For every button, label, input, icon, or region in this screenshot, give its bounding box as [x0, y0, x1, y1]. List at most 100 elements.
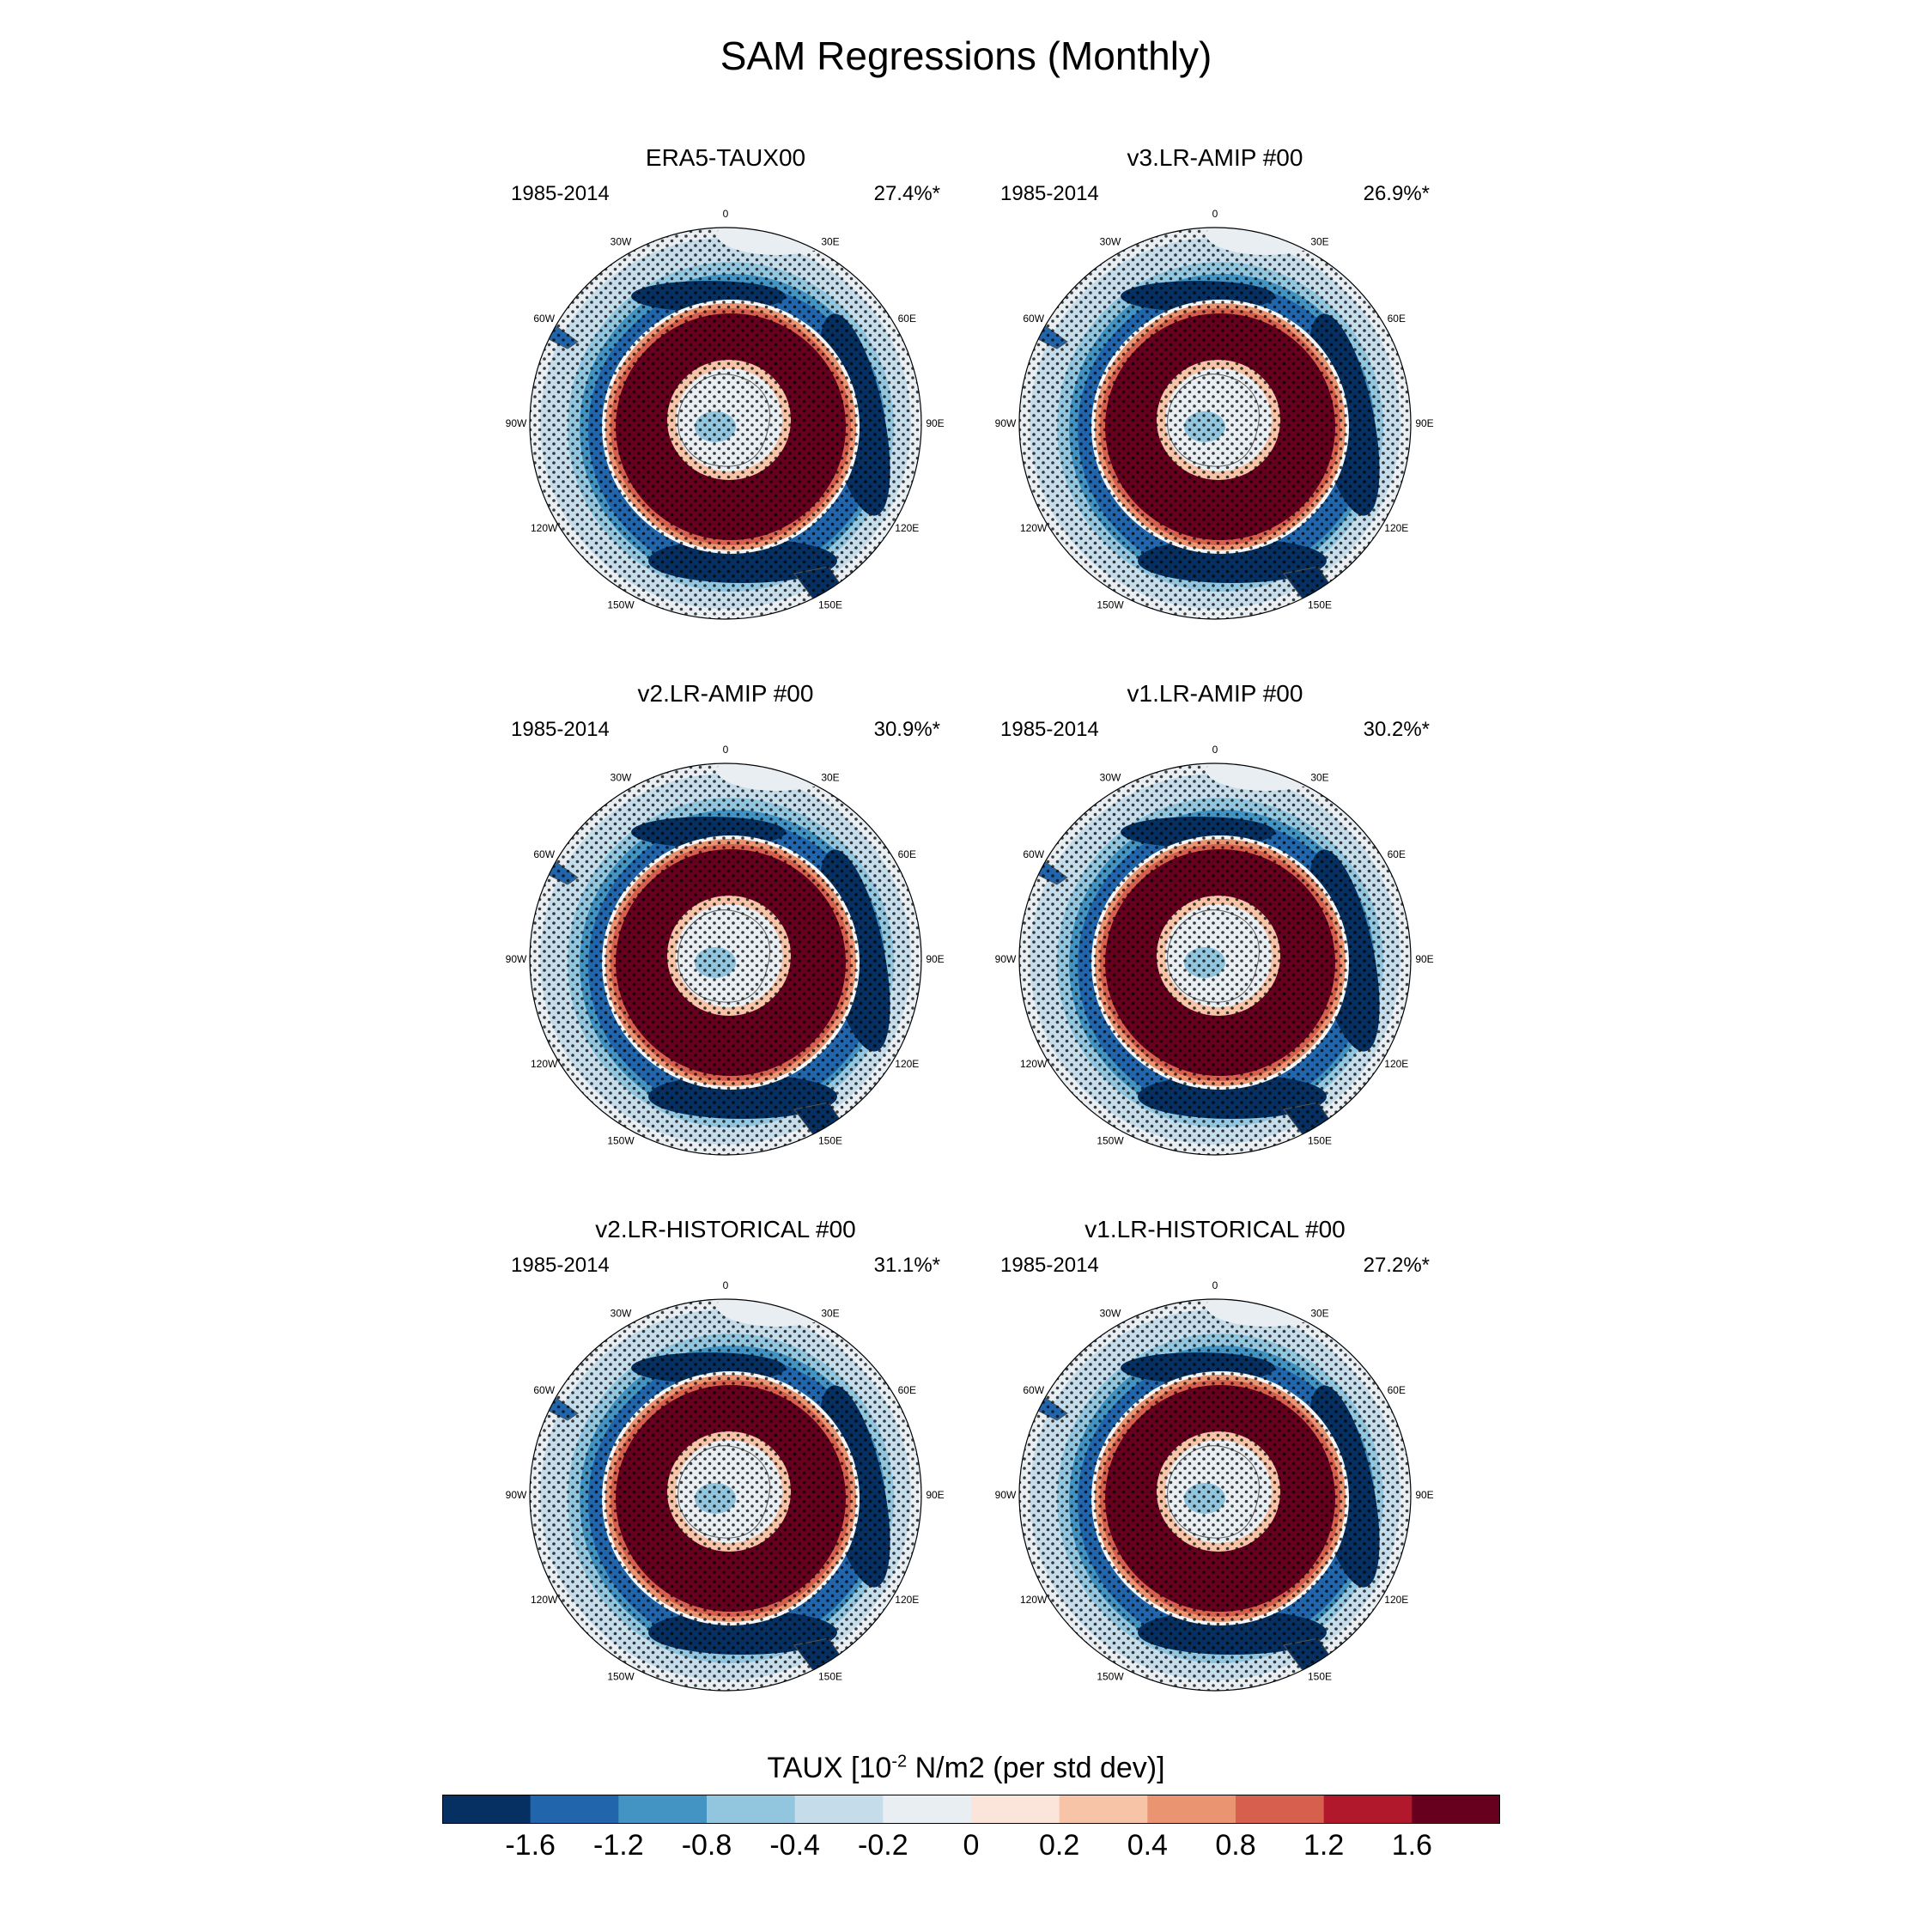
colorbar-swatch [442, 1795, 532, 1824]
panel-v3-amip: v3.LR-AMIP #00 1985-2014 26.9%* 0 30E 60E 9… [975, 144, 1455, 625]
longitude-label: 90W [506, 417, 527, 429]
australia-outline [1343, 564, 1411, 619]
colorbar-border [442, 1795, 1500, 1824]
longitude-label: 150E [818, 598, 842, 611]
longitude-label: 30W [1100, 1308, 1121, 1320]
longitude-label: 60E [1388, 1384, 1406, 1396]
longitude-label: 60E [898, 1384, 916, 1396]
panel-v2-historical: v2.LR-HISTORICAL #00 1985-2014 31.1%* 0 3… [485, 1216, 966, 1697]
colorbar-swatch [794, 1795, 884, 1824]
longitude-label: 30E [821, 236, 839, 248]
longitude-label: 30W [1100, 236, 1121, 248]
colorbar-tick-label: 0 [963, 1829, 980, 1862]
significance-stippling [1019, 763, 1411, 1155]
longitude-label: 120W [1020, 522, 1048, 534]
polar-map: 030E60E90E120E150E180150W120W90W60W30W [506, 1279, 945, 1692]
significance-stippling [530, 228, 921, 619]
australia-outline [854, 1636, 921, 1691]
panel-period: 1985-2014 [511, 182, 610, 205]
longitude-label: 90E [1415, 417, 1433, 429]
longitude-label: 30E [1310, 236, 1328, 248]
longitude-label: 90W [995, 417, 1017, 429]
longitude-label: 30W [611, 236, 632, 248]
map-border [529, 762, 922, 1156]
figure-title: SAM Regressions (Monthly) [720, 33, 1212, 78]
longitude-label: 150E [818, 1134, 842, 1146]
panel-title: ERA5-TAUX00 [645, 144, 806, 171]
longitude-label: 0 [1212, 744, 1218, 756]
longitude-label: 150W [607, 598, 635, 611]
map-field [530, 763, 921, 1155]
colorbar-tick-label: -0.2 [858, 1829, 908, 1862]
panel-v2-amip: v2.LR-AMIP #00 1985-2014 30.9%* 0 30E 60E 9… [485, 680, 966, 1161]
panel-variance: 27.2%* [1363, 1254, 1430, 1277]
longitude-label: 120E [895, 1058, 919, 1070]
panel-variance: 27.4%* [873, 182, 940, 205]
longitude-label: 60W [1023, 313, 1044, 325]
colorbar-swatch [530, 1795, 619, 1824]
map-field [1019, 228, 1411, 619]
longitude-label: 90E [926, 417, 944, 429]
colorbar-tick-label: -0.8 [681, 1829, 732, 1862]
longitude-label: 30E [1310, 772, 1328, 784]
longitude-label: 60E [898, 848, 916, 860]
australia-outline [1343, 1100, 1411, 1155]
polar-map: 030E60E90E120E150E180150W120W90W60W30W [995, 208, 1434, 620]
significance-stippling [1019, 228, 1411, 619]
longitude-label: 90E [926, 953, 944, 965]
panel-variance: 26.9%* [1363, 182, 1430, 205]
longitude-label: 120E [895, 522, 919, 534]
panel-period: 1985-2014 [1000, 182, 1099, 205]
longitude-label: 60E [1388, 848, 1406, 860]
significance-stippling [530, 1299, 921, 1691]
panel-title: v1.LR-HISTORICAL #00 [1084, 1216, 1346, 1242]
longitude-label: 0 [1212, 1279, 1218, 1291]
panel-title: v2.LR-HISTORICAL #00 [595, 1216, 856, 1242]
colorbar-tick-label: 1.6 [1391, 1829, 1432, 1862]
polar-map: 030E60E90E120E150E180150W120W90W60W30W [995, 744, 1434, 1156]
map-border [529, 1298, 922, 1692]
panel-title: v3.LR-AMIP #00 [1127, 144, 1303, 171]
map-field [530, 228, 921, 619]
panel-era5: ERA5-TAUX00 1985-2014 27.4%* 0 30E 60E 90E 1… [485, 144, 966, 625]
polar-map: 030E60E90E120E150E180150W120W90W60W30W [506, 208, 945, 620]
map-border [1018, 1298, 1412, 1692]
panel-v1-amip: v1.LR-AMIP #00 1985-2014 30.2%* 0 30E 60E 9… [975, 680, 1455, 1161]
australia-outline [854, 1100, 921, 1155]
longitude-label: 150E [818, 1670, 842, 1682]
longitude-label: 60W [533, 313, 555, 325]
polar-map: 030E60E90E120E150E180150W120W90W60W30W [506, 744, 945, 1156]
longitude-label: 30W [1100, 772, 1121, 784]
panel-period: 1985-2014 [1000, 1254, 1099, 1277]
longitude-label: 30E [821, 772, 839, 784]
panel-title: v2.LR-AMIP #00 [637, 680, 814, 707]
map-border [529, 227, 922, 620]
panel-variance: 31.1%* [873, 1254, 940, 1277]
colorbar-tick-label: 0.2 [1039, 1829, 1080, 1862]
longitude-label: 0 [1212, 208, 1218, 220]
longitude-label: 90W [995, 1489, 1017, 1501]
longitude-label: 150W [1097, 1134, 1124, 1146]
longitude-label: 150E [1308, 1134, 1332, 1146]
panel-variance: 30.2%* [1363, 718, 1430, 741]
longitude-label: 150W [607, 1134, 635, 1146]
panel-period: 1985-2014 [511, 718, 610, 741]
longitude-label: 120W [531, 1058, 558, 1070]
colorbar-swatch [618, 1795, 708, 1824]
longitude-label: 60E [1388, 313, 1406, 325]
significance-stippling [530, 763, 921, 1155]
longitude-label: 0 [723, 1279, 729, 1291]
map-field [530, 1299, 921, 1691]
longitude-label: 0 [723, 744, 729, 756]
significance-stippling [1019, 1299, 1411, 1691]
longitude-label: 90E [1415, 1489, 1433, 1501]
australia-outline [1343, 1636, 1411, 1691]
panel-title: v1.LR-AMIP #00 [1127, 680, 1303, 707]
longitude-label: 60W [533, 848, 555, 860]
longitude-label: 120E [895, 1594, 919, 1606]
longitude-label: 120E [1384, 1058, 1408, 1070]
longitude-label: 90E [926, 1489, 944, 1501]
longitude-label: 90W [506, 1489, 527, 1501]
panel-period: 1985-2014 [511, 1254, 610, 1277]
longitude-label: 120W [531, 1594, 558, 1606]
